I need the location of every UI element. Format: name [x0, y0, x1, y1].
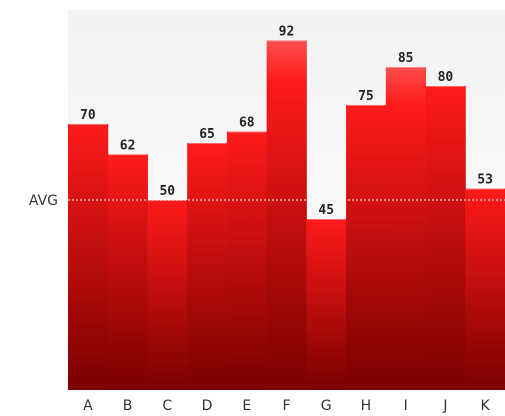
- value-label-A: 70: [80, 108, 96, 123]
- x-tick-B: B: [123, 398, 133, 414]
- x-tick-J: J: [442, 398, 447, 414]
- x-tick-K: K: [481, 398, 491, 414]
- x-tick-I: I: [404, 398, 408, 414]
- value-label-C: 50: [159, 184, 175, 199]
- value-label-I: 85: [398, 51, 414, 66]
- bar-J: [425, 86, 466, 390]
- x-tick-C: C: [162, 398, 172, 414]
- x-tick-H: H: [361, 398, 372, 414]
- value-label-F: 92: [279, 24, 295, 39]
- value-labels-layer: 70 62 50 65 68 92 45 75 85 80 53: [80, 24, 493, 218]
- value-label-H: 75: [358, 89, 374, 104]
- x-tick-F: F: [282, 398, 290, 414]
- value-label-B: 62: [120, 138, 136, 153]
- x-tick-G: G: [321, 398, 332, 414]
- bar-C: [147, 200, 188, 390]
- value-label-G: 45: [318, 203, 334, 218]
- bar-B: [107, 154, 148, 390]
- x-tick-labels: A B C D E F G H I J K: [83, 398, 490, 414]
- bar-H: [346, 105, 387, 390]
- bar-D: [187, 143, 228, 390]
- bar-I: [385, 67, 427, 390]
- value-label-D: 65: [199, 127, 215, 142]
- bar-F: [266, 40, 307, 391]
- x-tick-A: A: [83, 398, 93, 414]
- x-tick-E: E: [242, 398, 251, 414]
- bar-K: [465, 188, 505, 390]
- bar-A: [68, 124, 109, 390]
- bar-E: [226, 131, 268, 390]
- bar-G: [306, 219, 347, 390]
- avg-label: AVG: [29, 193, 58, 209]
- value-label-E: 68: [239, 116, 255, 131]
- value-label-J: 80: [438, 70, 454, 85]
- bars-layer: [68, 40, 505, 391]
- x-tick-D: D: [202, 398, 213, 414]
- value-label-K: 53: [477, 173, 493, 188]
